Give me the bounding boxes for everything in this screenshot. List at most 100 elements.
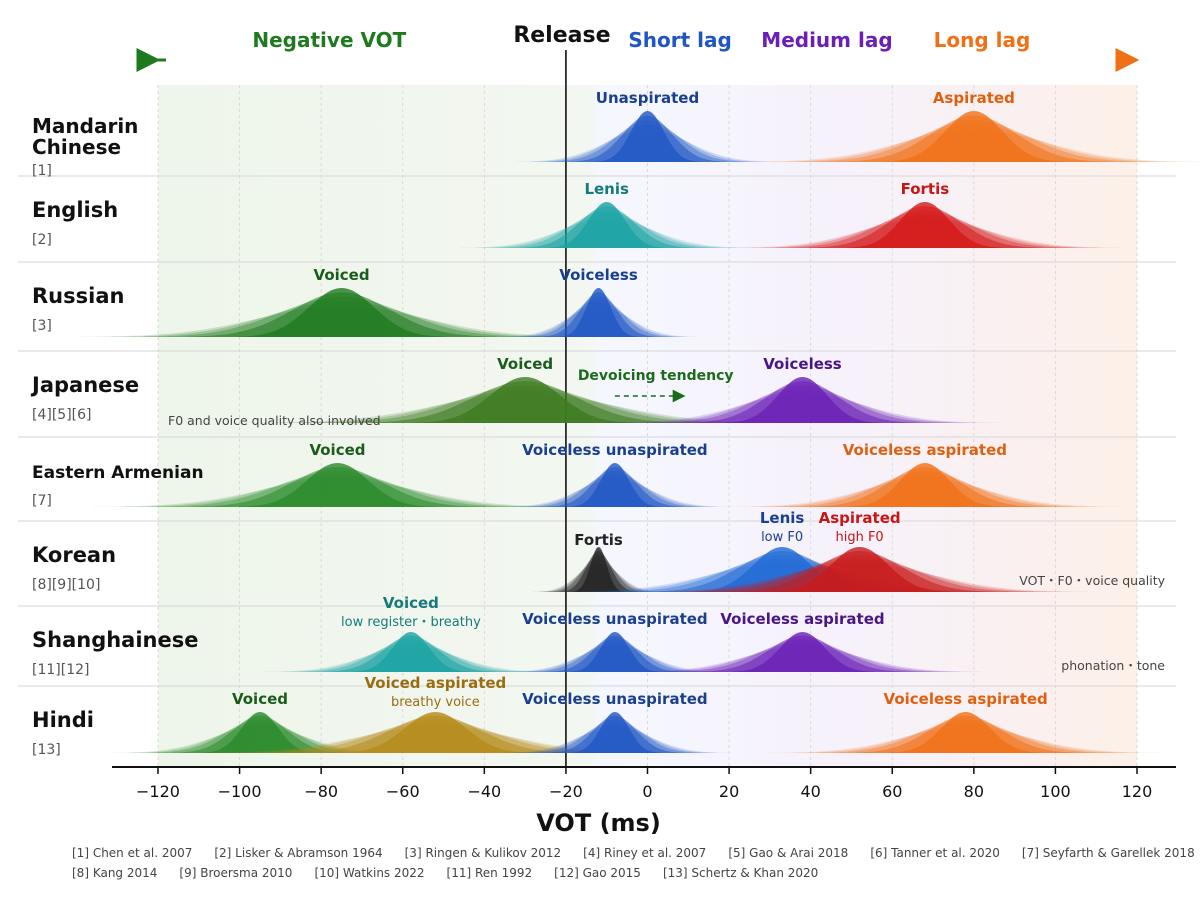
header-negative-vot: Negative VOT: [252, 28, 406, 52]
reference-3: [3] Ringen & Kulikov 2012: [404, 846, 562, 860]
row-separators: [18, 175, 1176, 687]
category-label: Fortis: [574, 531, 623, 549]
category-label: Voiceless: [763, 355, 842, 373]
category-label: Voiced: [383, 594, 439, 612]
row-note: F0 and voice quality also involved: [168, 413, 381, 428]
language-refs: [11][12]: [32, 662, 89, 678]
x-ticks: −120 −100 −80 −60 −40 −20 0 20 40 60 80 100 120: [136, 767, 1152, 801]
language-refs: [13]: [32, 742, 61, 758]
distribution-band-4: [846, 202, 1004, 248]
distribution-2: Voiceless aspirated: [623, 610, 982, 672]
language-row-1: English [2] Lenis Fortis: [32, 180, 1121, 248]
category-label: Lenis: [584, 180, 629, 198]
distribution-0: Voiced: [113, 690, 407, 753]
header-long-lag: Long lag: [934, 28, 1031, 52]
reference-5: [5] Gao & Arai 2018: [728, 846, 849, 860]
reference-8: [8] Kang 2014: [72, 866, 158, 880]
distribution-band-4: [237, 288, 446, 337]
references-row-1: [1] Chen et al. 2007 [2] Lisker & Abrams…: [72, 846, 1195, 860]
distribution-1: Aspirated: [745, 89, 1200, 162]
category-label: Voiceless unaspirated: [522, 690, 708, 708]
language-name: Hindi: [32, 708, 94, 732]
distribution-band-4: [414, 377, 637, 423]
distribution-1: Voiceless unaspirated: [500, 610, 730, 672]
category-sublabel: high F0: [835, 530, 883, 545]
language-row-4: Eastern Armenian [7] Voiced Voiceless unasp…: [32, 441, 1121, 509]
x-tick-label: −20: [549, 782, 583, 801]
language-row-3: Japanese [4][5][6] Voiced Voiceless F0 and v…: [30, 355, 999, 428]
category-label: Voiceless aspirated: [884, 690, 1048, 708]
x-tick-label: 40: [800, 782, 820, 801]
language-row-6: Shanghainese [11][12] Voiced low register・b…: [32, 594, 1165, 678]
reference-1: [1] Chen et al. 2007: [72, 846, 193, 860]
reference-10: [10] Watkins 2022: [314, 866, 425, 880]
row-note: VOT・F0・voice quality: [1019, 573, 1165, 588]
distribution-band-4: [882, 111, 1066, 162]
distribution-band-4: [846, 463, 1004, 507]
category-label: Voiced: [309, 441, 365, 459]
language-row-7: Hindi [13] Voiced Voiced aspirated breathy v…: [32, 674, 1162, 758]
category-label: Voiceless unaspirated: [522, 610, 708, 628]
distribution-0: Unaspirated: [517, 89, 778, 162]
header-release: Release: [513, 23, 610, 48]
distribution-band-4: [352, 632, 470, 672]
references: [1] Chen et al. 2007 [2] Lisker & Abrams…: [72, 846, 1195, 886]
distribution-band-4: [572, 547, 625, 592]
language-refs: [8][9][10]: [32, 577, 100, 593]
distribution-1: Voiceless: [606, 355, 999, 423]
language-name-line2: Chinese: [32, 135, 121, 159]
language-name: English: [32, 198, 118, 222]
x-tick-label: −60: [386, 782, 420, 801]
distribution-1: Voiced aspirated breathy voice: [190, 674, 681, 753]
distribution-band-4: [730, 632, 875, 672]
distribution-2: Voiceless unaspirated: [500, 690, 730, 753]
x-tick-label: −40: [467, 782, 501, 801]
distribution-band-4: [559, 288, 638, 337]
category-label: Voiced: [232, 690, 288, 708]
language-name: Shanghainese: [32, 628, 198, 652]
language-refs: [4][5][6]: [32, 407, 92, 423]
distribution-0: Fortis: [533, 531, 664, 592]
reference-2: [2] Lisker & Abramson 1964: [214, 846, 383, 860]
x-tick-label: 100: [1040, 782, 1071, 801]
devoicing-tendency-label: Devoicing tendency: [578, 368, 734, 384]
category-label: Aspirated: [933, 89, 1015, 107]
references-row-2: [8] Kang 2014 [9] Broersma 2010 [10] Wat…: [72, 866, 1172, 880]
distribution-3: Voiceless aspirated: [769, 690, 1162, 753]
distribution-1: Fortis: [729, 180, 1121, 248]
distribution-band-4: [569, 632, 661, 672]
x-tick-label: −100: [218, 782, 262, 801]
language-name: Russian: [32, 284, 124, 308]
distribution-band-4: [239, 463, 436, 507]
x-tick-label: −80: [304, 782, 338, 801]
language-name: Japanese: [30, 373, 139, 397]
distribution-1: Voiceless unaspirated: [500, 441, 730, 507]
language-name: Mandarin: [32, 114, 138, 138]
category-label: Unaspirated: [596, 89, 699, 107]
category-label: Voiceless aspirated: [843, 441, 1007, 459]
distribution-0: Voiced: [247, 355, 803, 423]
language-name: Eastern Armenian: [32, 463, 204, 483]
x-axis-label: VOT (ms): [536, 809, 661, 837]
category-label: Fortis: [901, 180, 950, 198]
x-tick-label: 0: [642, 782, 652, 801]
distribution-2: Voiceless aspirated: [729, 441, 1121, 507]
category-label: Voiceless unaspirated: [522, 441, 708, 459]
x-tick-label: 20: [719, 782, 739, 801]
distribution-0: Voiced low register・breathy: [264, 594, 558, 672]
header-short-lag: Short lag: [628, 28, 731, 52]
language-refs: [3]: [32, 318, 52, 334]
reference-4: [4] Riney et al. 2007: [583, 846, 707, 860]
x-tick-label: 60: [882, 782, 902, 801]
category-label: Lenis: [760, 509, 805, 527]
distribution-band-4: [887, 712, 1044, 753]
header-medium-lag: Medium lag: [761, 28, 892, 52]
reference-13: [13] Schertz & Khan 2020: [662, 866, 819, 880]
category-sublabel: breathy voice: [391, 695, 480, 710]
distribution-band-4: [548, 202, 666, 248]
distribution-band-4: [201, 712, 319, 753]
language-name: Korean: [32, 543, 116, 567]
reference-7: [7] Seyfarth & Garellek 2018: [1021, 846, 1195, 860]
